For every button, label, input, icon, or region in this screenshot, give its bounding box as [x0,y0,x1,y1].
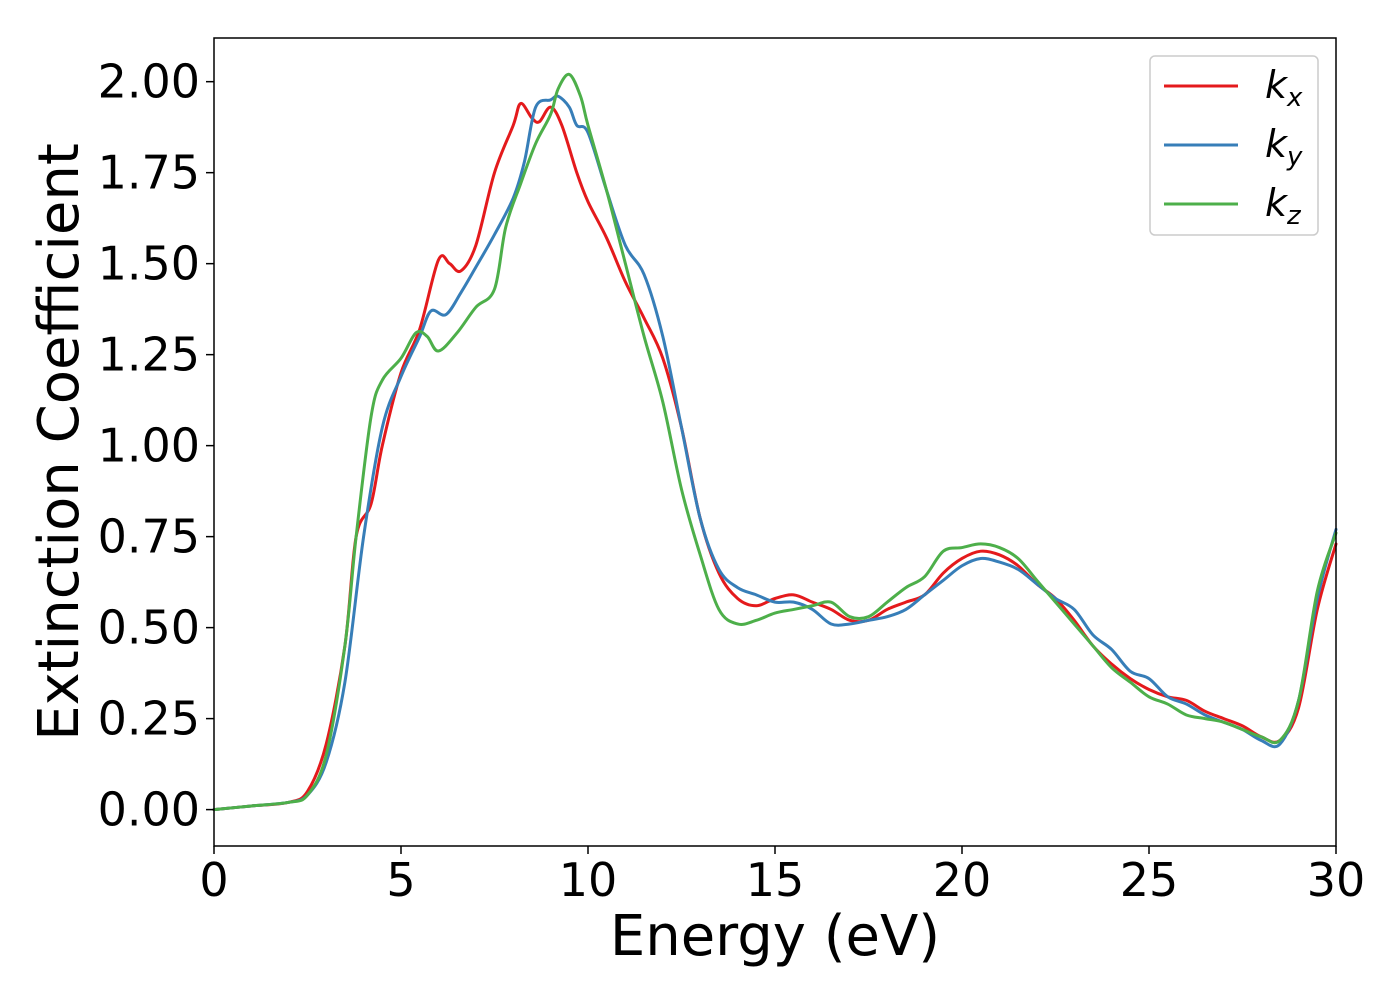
y-tick-label: 0.75 [98,510,200,564]
x-tick-label: 20 [933,853,992,907]
legend-label-k-x: kx [1265,63,1303,113]
x-tick-label: 10 [559,853,618,907]
y-axis-title: Extinction Coefficient [27,143,92,741]
series-line-k-z [212,72,1338,812]
x-tick-label: 15 [746,853,805,907]
series-layer [212,72,1338,812]
y-tick-label: 1.25 [98,328,200,382]
y-tick-label: 0.25 [98,692,200,746]
series-line-k-x [212,102,1338,812]
series-line-k-y [212,94,1338,812]
x-tick-label: 5 [386,853,415,907]
legend-label-k-y: ky [1265,122,1303,172]
y-tick-label: 2.00 [98,55,200,109]
x-tick-label: 25 [1120,853,1179,907]
x-tick-label: 30 [1307,853,1366,907]
legend-label-k-z: kz [1265,181,1302,231]
y-tick-label: 1.50 [98,237,200,291]
x-axis-ticks: 0 5 10 15 20 25 30 [199,846,1365,907]
x-axis-title: Energy (eV) [610,904,940,969]
y-axis-ticks: 0.00 0.25 0.50 0.75 1.00 1.25 1.50 1.75 2.00 [98,55,214,837]
y-tick-label: 1.00 [98,419,200,473]
y-tick-label: 1.75 [98,146,200,200]
y-tick-label: 0.50 [98,601,200,655]
legend: kx ky kz [1149,55,1319,236]
y-tick-label: 0.00 [98,783,200,837]
x-tick-label: 0 [199,853,228,907]
